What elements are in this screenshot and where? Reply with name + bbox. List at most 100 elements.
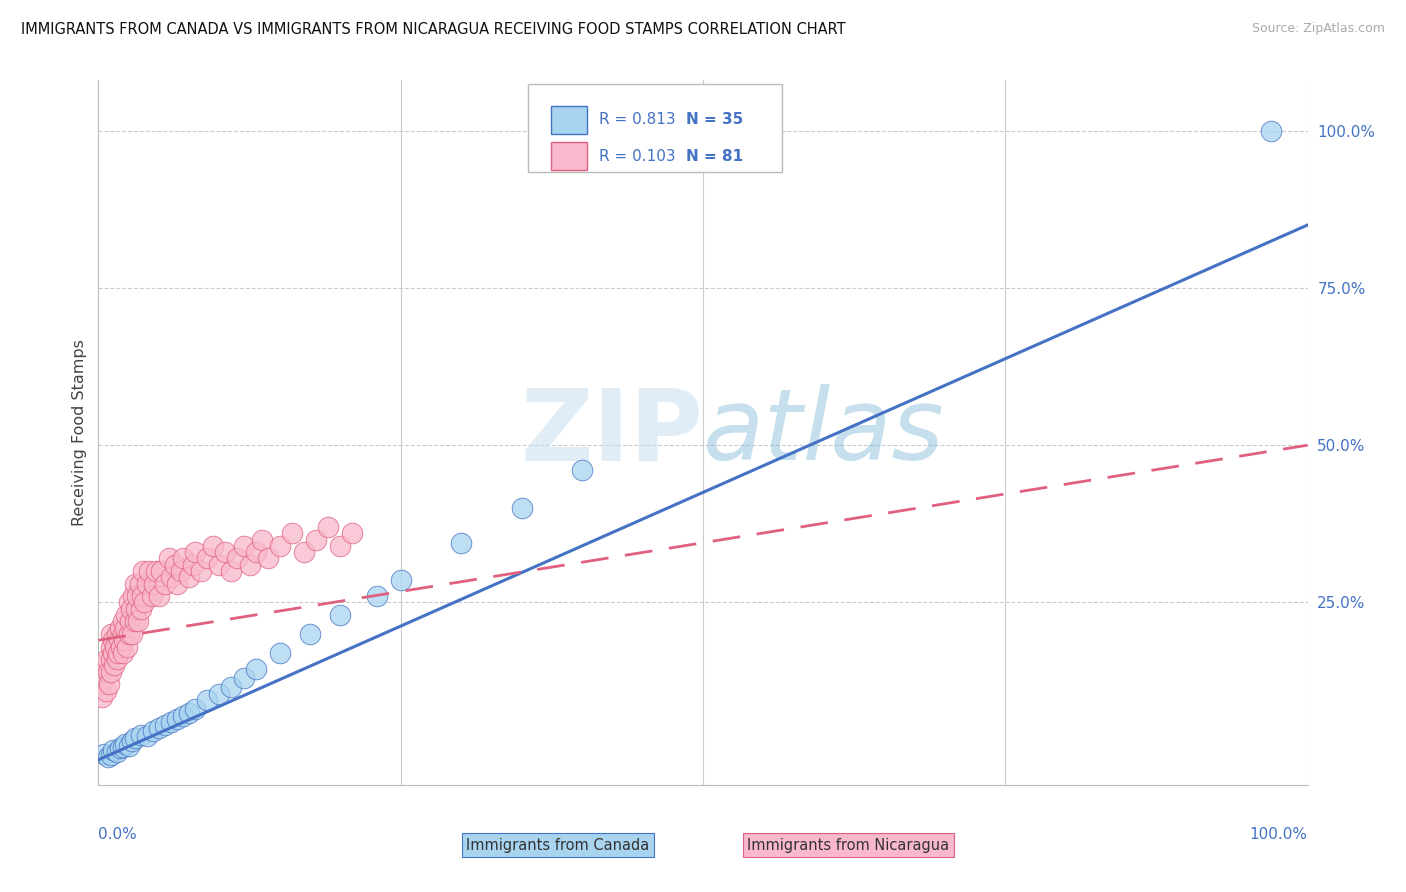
Text: IMMIGRANTS FROM CANADA VS IMMIGRANTS FROM NICARAGUA RECEIVING FOOD STAMPS CORREL: IMMIGRANTS FROM CANADA VS IMMIGRANTS FRO… bbox=[21, 22, 846, 37]
Point bbox=[1260, 123, 1282, 137]
Text: Immigrants from Nicaragua: Immigrants from Nicaragua bbox=[747, 838, 949, 853]
Point bbox=[232, 671, 254, 685]
FancyBboxPatch shape bbox=[527, 84, 782, 172]
Point bbox=[166, 576, 188, 591]
Point bbox=[202, 539, 225, 553]
Point bbox=[141, 589, 163, 603]
Point bbox=[108, 621, 131, 635]
Point bbox=[226, 551, 249, 566]
Point bbox=[208, 687, 231, 701]
FancyBboxPatch shape bbox=[551, 105, 586, 134]
Point bbox=[184, 702, 207, 716]
Point bbox=[250, 533, 273, 547]
Point bbox=[157, 551, 180, 566]
Point bbox=[292, 545, 315, 559]
Text: R = 0.813: R = 0.813 bbox=[599, 112, 676, 128]
Point bbox=[160, 570, 183, 584]
Point bbox=[128, 576, 150, 591]
Point bbox=[91, 658, 114, 673]
Point bbox=[163, 558, 186, 572]
Point bbox=[110, 640, 132, 654]
Point bbox=[124, 615, 146, 629]
Point bbox=[571, 463, 593, 477]
Point bbox=[269, 646, 291, 660]
Point bbox=[127, 615, 149, 629]
Point bbox=[97, 749, 120, 764]
Point bbox=[169, 564, 191, 578]
Point bbox=[190, 564, 212, 578]
Point bbox=[100, 747, 122, 762]
Point bbox=[153, 718, 176, 732]
Point bbox=[195, 693, 218, 707]
Point bbox=[179, 706, 201, 720]
Point bbox=[129, 728, 152, 742]
Point bbox=[305, 533, 328, 547]
Point bbox=[108, 633, 131, 648]
Point bbox=[121, 734, 143, 748]
Text: ZIP: ZIP bbox=[520, 384, 703, 481]
Point bbox=[299, 627, 322, 641]
Point bbox=[142, 724, 165, 739]
Point bbox=[145, 564, 167, 578]
Point bbox=[115, 608, 138, 623]
Point bbox=[329, 539, 352, 553]
Point bbox=[117, 640, 139, 654]
Point bbox=[245, 662, 267, 676]
Text: Immigrants from Canada: Immigrants from Canada bbox=[467, 838, 650, 853]
Point bbox=[104, 640, 127, 654]
Point bbox=[129, 601, 152, 615]
Point bbox=[118, 615, 141, 629]
Point bbox=[135, 576, 157, 591]
Point bbox=[124, 576, 146, 591]
Point bbox=[148, 589, 170, 603]
FancyBboxPatch shape bbox=[551, 142, 586, 170]
Point bbox=[132, 564, 155, 578]
Point bbox=[91, 690, 114, 704]
Point bbox=[96, 652, 118, 666]
Point bbox=[93, 747, 115, 761]
Point bbox=[105, 745, 128, 759]
Point bbox=[114, 621, 136, 635]
Point bbox=[101, 646, 124, 660]
Point bbox=[103, 658, 125, 673]
Text: R = 0.103: R = 0.103 bbox=[599, 149, 676, 164]
Point bbox=[112, 633, 135, 648]
Point bbox=[245, 545, 267, 559]
Point bbox=[105, 652, 128, 666]
Point bbox=[138, 564, 160, 578]
Point bbox=[269, 539, 291, 553]
Text: N = 35: N = 35 bbox=[686, 112, 744, 128]
Point bbox=[100, 665, 122, 679]
Point bbox=[101, 743, 124, 757]
Text: Source: ZipAtlas.com: Source: ZipAtlas.com bbox=[1251, 22, 1385, 36]
Point bbox=[366, 589, 388, 603]
Point bbox=[105, 627, 128, 641]
Point bbox=[179, 570, 201, 584]
Point bbox=[127, 589, 149, 603]
Point bbox=[166, 712, 188, 726]
Text: 0.0%: 0.0% bbox=[98, 827, 138, 842]
Point bbox=[143, 576, 166, 591]
Point bbox=[131, 589, 153, 603]
Point bbox=[208, 558, 231, 572]
Point bbox=[111, 646, 134, 660]
Text: atlas: atlas bbox=[703, 384, 945, 481]
Point bbox=[93, 671, 115, 685]
Point bbox=[221, 681, 243, 695]
Point bbox=[281, 526, 304, 541]
Point bbox=[150, 564, 173, 578]
Point bbox=[100, 640, 122, 654]
Point bbox=[100, 627, 122, 641]
Point bbox=[316, 520, 339, 534]
Point bbox=[97, 665, 120, 679]
Point bbox=[342, 526, 364, 541]
Y-axis label: Receiving Food Stamps: Receiving Food Stamps bbox=[72, 339, 87, 526]
Point bbox=[148, 722, 170, 736]
Point bbox=[122, 589, 145, 603]
Point bbox=[256, 551, 278, 566]
Point bbox=[124, 731, 146, 745]
Point bbox=[172, 708, 194, 723]
Point bbox=[111, 627, 134, 641]
Point bbox=[101, 633, 124, 648]
Point bbox=[121, 627, 143, 641]
